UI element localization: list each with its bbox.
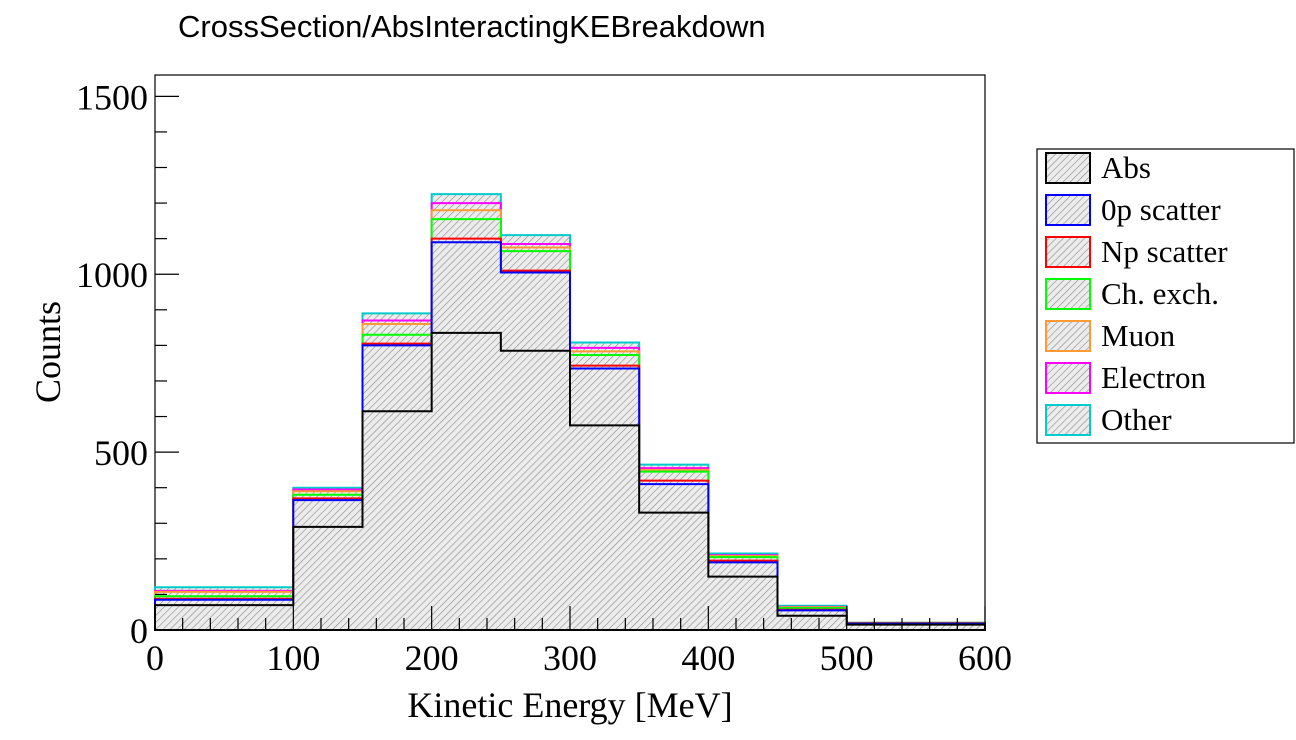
- legend-item-electron: Electron: [1045, 360, 1207, 395]
- legend-swatch: [1045, 236, 1091, 268]
- y-tick-label: 0: [130, 611, 148, 651]
- legend-item-abs: Abs: [1045, 150, 1151, 185]
- x-axis-label: Kinetic Energy [MeV]: [407, 685, 732, 725]
- legend-item-np-scatter: Np scatter: [1045, 234, 1228, 269]
- legend-item-ch-exch: Ch. exch.: [1045, 276, 1219, 311]
- legend-label: Ch. exch.: [1101, 276, 1219, 311]
- legend-swatch: [1045, 404, 1091, 436]
- legend-item-0p-scatter: 0p scatter: [1045, 192, 1221, 227]
- legend-swatch: [1045, 362, 1091, 394]
- y-tick-label: 1500: [76, 77, 148, 117]
- x-tick-label: 200: [405, 638, 459, 678]
- legend-label: 0p scatter: [1101, 192, 1221, 227]
- y-axis-ticks: 0 500 1000 1500: [76, 77, 179, 651]
- legend-label: Muon: [1101, 318, 1176, 353]
- chart-title: CrossSection/AbsInteractingKEBreakdown: [178, 9, 766, 44]
- legend-label: Np scatter: [1101, 234, 1228, 269]
- x-tick-label: 400: [681, 638, 735, 678]
- x-tick-label: 500: [820, 638, 874, 678]
- legend-label: Abs: [1101, 150, 1151, 185]
- legend-item-muon: Muon: [1045, 318, 1176, 353]
- y-tick-label: 500: [94, 433, 148, 473]
- x-axis-ticks: 0 100 200 300 400 500 600: [146, 606, 1012, 678]
- x-tick-label: 0: [146, 638, 164, 678]
- legend-swatch: [1045, 152, 1091, 184]
- legend-label: Other: [1101, 402, 1172, 437]
- x-tick-label: 600: [958, 638, 1012, 678]
- x-tick-label: 100: [266, 638, 320, 678]
- legend-item-other: Other: [1045, 402, 1172, 437]
- legend-swatch: [1045, 278, 1091, 310]
- y-axis-label: Counts: [28, 301, 68, 403]
- legend-label: Electron: [1101, 360, 1207, 395]
- legend-swatch: [1045, 194, 1091, 226]
- x-tick-label: 300: [543, 638, 597, 678]
- y-tick-label: 1000: [76, 255, 148, 295]
- legend-swatch: [1045, 320, 1091, 352]
- legend: Abs 0p scatter Np scatter Ch. exch. Muon Elec…: [1036, 148, 1295, 444]
